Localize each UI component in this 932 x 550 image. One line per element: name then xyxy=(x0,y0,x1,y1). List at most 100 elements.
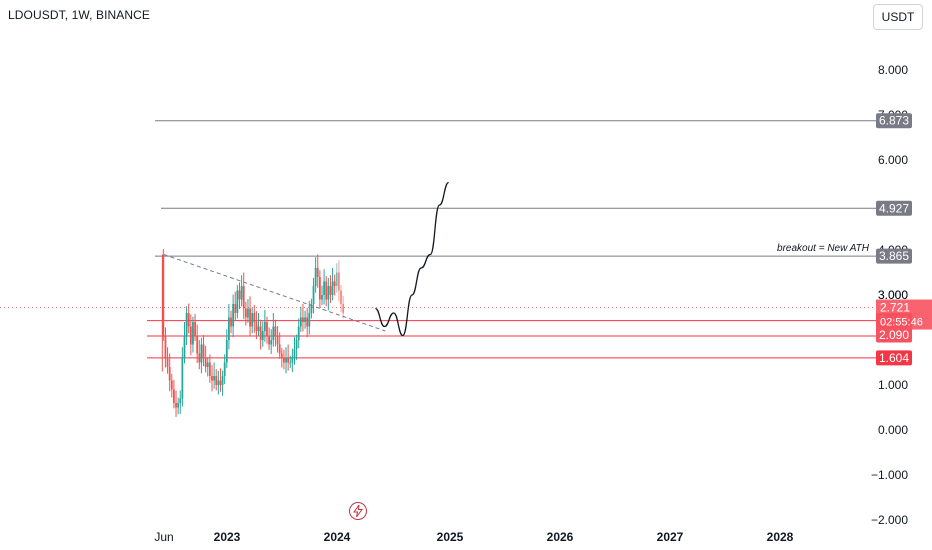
candle-body xyxy=(164,335,167,358)
candle-body xyxy=(289,362,292,364)
candle-body xyxy=(257,326,260,331)
price-badge-2.090 xyxy=(876,327,912,343)
candle-body xyxy=(321,295,323,300)
candle-body xyxy=(266,322,268,336)
candle-body xyxy=(236,290,239,313)
bolt-glyph xyxy=(353,505,363,517)
candle-body xyxy=(291,358,294,363)
candle-body xyxy=(181,358,184,399)
candle-body xyxy=(302,317,304,322)
price-badge-3.865 xyxy=(876,248,912,264)
candle-body xyxy=(333,281,336,286)
candle-body xyxy=(253,313,256,322)
candle-body xyxy=(293,349,296,358)
current-price-value: 2.721 xyxy=(880,301,910,315)
candle-body xyxy=(208,362,211,376)
trendline-layer xyxy=(163,254,386,332)
candle-body xyxy=(192,322,194,345)
candle-body xyxy=(213,376,216,381)
candle-body xyxy=(308,313,311,327)
x-tick-label: 2024 xyxy=(324,530,351,544)
candle-body xyxy=(223,362,226,376)
candle-body xyxy=(335,272,338,286)
candle-body xyxy=(304,317,306,322)
y-tick-label: 0.000 xyxy=(878,423,908,437)
descending-trendline xyxy=(163,254,386,332)
candle-body xyxy=(238,290,241,300)
candle-body xyxy=(255,322,258,331)
y-axis: 8.0007.0006.0004.0003.0001.0000.000−1.00… xyxy=(871,63,908,527)
candle-body xyxy=(230,317,232,327)
y-tick-label: −1.000 xyxy=(871,468,908,482)
annotation-label: breakout = New ATH xyxy=(777,243,870,254)
y-tick-label: 3.000 xyxy=(878,288,908,302)
candle-body xyxy=(185,313,188,336)
candle-body xyxy=(162,254,165,336)
symbol-title: LDOUSDT, 1W, BINANCE xyxy=(8,8,151,22)
candle-body xyxy=(325,281,328,300)
lightning-bolt-icon[interactable] xyxy=(349,502,367,520)
projection-layer xyxy=(375,181,450,337)
candle-body xyxy=(240,286,243,300)
candle-body xyxy=(340,290,342,304)
currency-button[interactable]: USDT xyxy=(873,4,923,30)
candle-body xyxy=(280,353,283,358)
x-tick-label: 2028 xyxy=(767,530,794,544)
x-tick-label: Jun xyxy=(154,530,173,544)
candle-body xyxy=(228,317,230,340)
y-tick-label: 8.000 xyxy=(878,63,908,77)
candle-body xyxy=(219,380,222,385)
price-badge-1.604-text: 1.604 xyxy=(879,351,909,365)
candle-body xyxy=(263,322,266,331)
candle-body xyxy=(221,376,224,385)
candle-body xyxy=(278,344,281,354)
candle-body xyxy=(206,362,209,367)
candle-body xyxy=(168,367,171,381)
candle-body xyxy=(249,308,251,327)
candle-body xyxy=(329,286,332,295)
candle-body xyxy=(342,304,345,313)
candle-body xyxy=(259,326,262,340)
price-badge-2.090-text: 2.090 xyxy=(879,328,909,342)
candle-body xyxy=(327,286,330,300)
projected-path xyxy=(375,181,450,337)
y-tick-label: 1.000 xyxy=(878,378,908,392)
candle-body xyxy=(215,376,218,385)
candle-body xyxy=(261,331,264,340)
candle-body xyxy=(204,358,207,367)
price-badge-3.865-text: 3.865 xyxy=(879,249,909,263)
candle-body xyxy=(276,335,279,345)
x-axis: Jun 2023 2024 2025 2026 2027 2028 xyxy=(154,530,793,544)
candle-body xyxy=(200,344,203,363)
candle-body xyxy=(196,335,199,354)
current-price-badge xyxy=(876,299,932,330)
candle-body xyxy=(175,403,177,408)
candle-body xyxy=(166,358,169,367)
candle-body xyxy=(177,403,180,408)
y-tick-label: 3.000 xyxy=(878,288,908,302)
candle-body xyxy=(225,340,228,363)
candle-body xyxy=(297,326,300,340)
candle-body xyxy=(211,376,213,381)
horizontal-levels xyxy=(0,120,876,359)
candle-body xyxy=(299,317,302,327)
y-tick-label: 6.000 xyxy=(878,153,908,167)
candle-body xyxy=(194,322,196,336)
candle-body xyxy=(283,358,285,363)
x-tick-label: 2025 xyxy=(437,530,464,544)
candle-body xyxy=(270,340,273,345)
candle-body xyxy=(232,304,235,327)
y-tick-label: −2.000 xyxy=(871,513,908,527)
x-tick-label: 2027 xyxy=(657,530,684,544)
candle-body xyxy=(173,389,175,403)
candle-body xyxy=(189,326,192,345)
candle-body xyxy=(310,304,313,313)
candle-body xyxy=(331,281,334,295)
candle-body xyxy=(179,398,182,403)
candle-body xyxy=(295,340,298,349)
price-badge-6.873-text: 6.873 xyxy=(879,114,909,128)
candle-body xyxy=(285,358,287,363)
candle-body xyxy=(183,335,186,358)
candles-layer xyxy=(161,249,345,417)
